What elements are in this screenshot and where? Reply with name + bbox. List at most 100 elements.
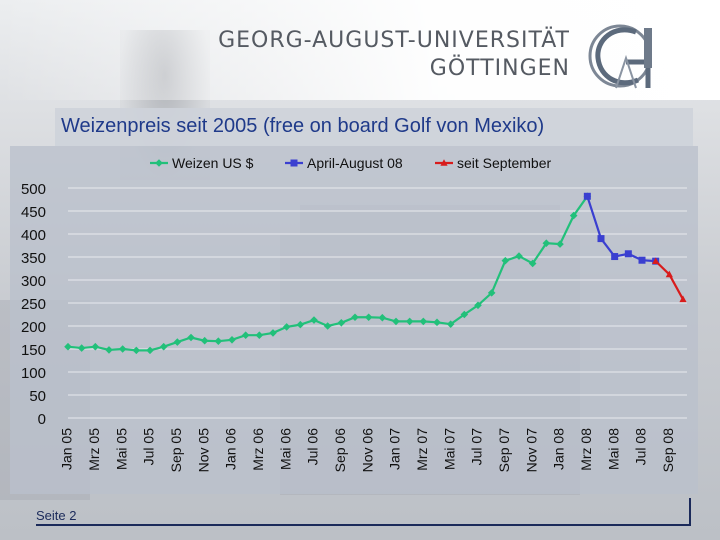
x-tick-label: Jan 07 [387,428,403,470]
university-name-line1: GEORG-AUGUST-UNIVERSITÄT [218,28,570,53]
data-point [679,295,687,303]
data-point [624,250,632,258]
data-point [105,346,113,354]
data-point [440,159,448,166]
data-point [528,259,537,268]
legend-item: April-August 08 [285,155,403,171]
chart-series [64,192,687,355]
data-point [282,323,291,331]
x-tick-label: Sep 05 [168,428,184,473]
data-point [155,159,163,167]
y-tick-label: 150 [21,342,46,359]
data-point [474,301,482,310]
y-tick-label: 50 [29,388,46,405]
data-point [611,253,619,261]
x-tick-label: Mai 07 [441,428,457,470]
data-point [241,331,250,339]
x-tick-label: Mai 06 [277,428,293,470]
x-tick-label: Jul 08 [633,428,649,466]
title-band: Weizenpreis seit 2005 (free on board Gol… [55,108,693,146]
data-point [290,159,298,167]
x-tick-label: Mai 08 [605,428,621,470]
legend-label: seit September [457,155,551,171]
legend-item: seit September [435,155,551,171]
data-point [310,316,318,324]
x-tick-label: Jul 07 [469,428,485,466]
x-tick-label: Jul 06 [305,428,321,466]
data-point [77,344,86,352]
data-point [419,317,428,326]
y-tick-label: 200 [21,319,46,336]
data-point [255,331,264,339]
data-point [228,336,236,344]
data-point [214,337,223,345]
legend-label: Weizen US $ [172,155,254,171]
data-point [569,211,578,220]
legend-label: April-August 08 [307,155,403,171]
x-tick-label: Nov 05 [195,428,211,473]
x-tick-label: Sep 07 [496,428,512,473]
data-point [378,313,387,322]
legend-item: Weizen US $ [150,155,254,171]
footer-divider [36,524,690,526]
data-point [91,342,100,351]
data-point [159,342,168,351]
footer-corner-mark [689,498,691,526]
data-point [64,342,72,351]
series-square [583,192,660,265]
y-tick-label: 350 [21,250,46,267]
data-point [364,313,373,322]
y-axis: 0 50 100 150 200 250 300 350 400 450 500 [21,181,46,428]
chart-gridlines [68,187,687,419]
data-point [392,317,400,326]
x-tick-label: Jan 06 [223,428,239,470]
series-line [586,195,656,263]
data-point [269,329,277,337]
data-point [337,318,346,327]
data-point [446,320,455,328]
x-axis: Jan 05 Mrz 05 Mai 05 Jul 05 Sep 05 Nov 05 Jan … [59,428,676,473]
university-logo [588,24,652,89]
page-number-label: Seite 2 [36,508,77,523]
data-point [173,338,182,346]
data-point [597,235,605,243]
data-point [200,336,209,345]
data-point [433,318,441,327]
data-point [146,346,154,355]
x-tick-label: Mrz 06 [250,428,266,471]
y-tick-label: 100 [21,365,46,382]
data-point [132,346,141,355]
data-point [638,256,646,264]
data-point [296,320,305,329]
slide-title: Weizenpreis seit 2005 (free on board Gol… [61,115,545,137]
x-tick-label: Sep 06 [332,428,348,473]
data-point [351,313,359,322]
chart-panel: Weizen US $ April-August 08 seit September… [10,146,698,494]
data-point [118,345,127,353]
data-point [460,310,469,319]
series-triangle [652,257,687,303]
x-tick-label: Mrz 07 [414,428,430,471]
x-tick-label: Jan 08 [551,428,567,470]
x-tick-label: Mrz 05 [86,428,102,471]
chart-legend: Weizen US $ April-August 08 seit September [150,155,551,171]
x-tick-label: Mai 05 [113,428,129,470]
data-point [501,256,510,265]
x-tick-label: Nov 07 [523,428,539,473]
data-point [487,289,496,297]
university-name-line2: GÖTTINGEN [429,56,570,81]
x-tick-label: Nov 06 [359,428,375,473]
series-diamond [64,192,592,355]
y-tick-label: 250 [21,296,46,313]
data-point [556,240,564,248]
x-tick-label: Mrz 08 [578,428,594,471]
data-point [652,257,660,264]
data-point [187,333,195,342]
y-tick-label: 500 [21,181,46,198]
y-tick-label: 0 [38,411,46,428]
data-point [323,322,332,330]
data-point [665,270,673,278]
data-point [405,317,414,326]
x-tick-label: Sep 08 [660,428,676,473]
y-tick-label: 450 [21,204,46,221]
